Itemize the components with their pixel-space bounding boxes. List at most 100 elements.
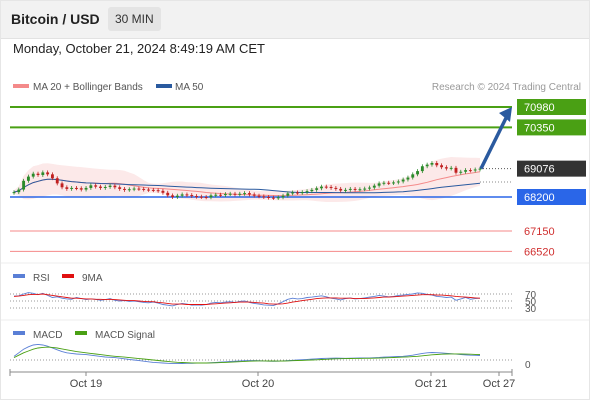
candle-body [12, 192, 16, 194]
candle-body [219, 194, 223, 196]
candle-body [372, 185, 376, 188]
candle-body [334, 187, 338, 189]
credit-text: Research © 2024 Trading Central [432, 82, 581, 93]
rsi-tick-label: 50 [525, 297, 537, 308]
candle-body [425, 164, 429, 167]
candle-body [454, 167, 458, 173]
legend-rsi-ma-label: 9MA [82, 273, 103, 284]
candle-body [382, 182, 386, 184]
candle-body [387, 182, 391, 184]
candle-body [449, 167, 453, 169]
candle-body [113, 185, 117, 188]
candle-body [305, 191, 309, 193]
legend-macd-swatch [13, 331, 25, 335]
header-bar: Bitcoin / USD 30 MIN [0, 0, 590, 39]
candle-body [75, 187, 78, 189]
candle-body [267, 197, 271, 198]
candle-body [348, 188, 352, 190]
candle-body [286, 193, 290, 196]
support-label: 67150 [524, 226, 555, 238]
bollinger-band [14, 157, 480, 202]
candle-body [36, 173, 40, 175]
candle-body [440, 165, 444, 168]
candle-body [368, 187, 371, 189]
candle-body [26, 176, 30, 181]
candle-body [430, 163, 434, 165]
candle-body [276, 197, 280, 199]
candle-body [377, 183, 381, 186]
candle-body [406, 177, 410, 180]
candle-body [281, 195, 285, 198]
candle-body [175, 195, 179, 197]
interval-button[interactable]: 30 MIN [108, 7, 161, 31]
resistance-label-box [517, 99, 586, 115]
candle-body [41, 172, 45, 175]
candle-body [22, 180, 26, 190]
target-arrow-shaft [479, 115, 509, 170]
candle-body [339, 188, 343, 191]
candle-body [89, 185, 93, 188]
candle-body [209, 195, 213, 198]
candle-body [420, 166, 424, 172]
candle-body [142, 188, 146, 190]
candle-body [358, 189, 362, 191]
last-price-box [517, 160, 586, 177]
candle-body [416, 171, 419, 175]
legend-rsi-swatch [13, 274, 25, 278]
candle-body [137, 188, 141, 190]
candle-body [46, 172, 50, 175]
rsi-line [13, 292, 481, 307]
candle-body [252, 194, 256, 196]
candle-body [363, 188, 367, 190]
candle-body [171, 195, 174, 197]
candle-body [257, 195, 261, 197]
rsi-tick-label: 30 [525, 304, 537, 315]
rsi-tick-label: 70 [525, 290, 537, 301]
candle-body [396, 181, 400, 183]
candle-body [468, 170, 472, 172]
candle-body [151, 189, 155, 191]
candle-body [411, 174, 415, 178]
timestamp: Monday, October 21, 2024 8:49:19 AM CET [13, 41, 265, 56]
candle-body [156, 190, 160, 192]
candle-body [214, 194, 218, 196]
candle-body [392, 182, 395, 184]
rsi-ma-line [13, 293, 481, 305]
pivot-label-box [517, 189, 586, 205]
legend-ma50-label: MA 50 [175, 82, 204, 93]
legend-rsi-label: RSI [33, 273, 50, 284]
last-price-label: 69076 [524, 164, 555, 176]
candle-body [247, 193, 251, 195]
candle-body [147, 189, 150, 191]
candle-body [180, 194, 184, 196]
instrument-title: Bitcoin / USD [11, 11, 100, 27]
candle-body [223, 194, 227, 196]
resistance-label-box [517, 119, 586, 136]
macd-signal-line [13, 346, 481, 364]
x-tick-label: Oct 27 [483, 378, 515, 390]
ma50-line [13, 178, 481, 194]
x-tick-label: Oct 21 [415, 378, 447, 390]
candle-body [70, 187, 74, 189]
candle-body [464, 170, 468, 172]
candle-body [118, 187, 122, 189]
candle-body [84, 187, 88, 190]
legend-bollinger-label: MA 20 + Bollinger Bands [33, 82, 143, 93]
candle-body [324, 186, 328, 188]
legend-rsi-ma-swatch [62, 274, 74, 278]
candle-body [271, 197, 275, 199]
candle-body [108, 185, 112, 187]
candle-body [99, 186, 102, 188]
candle-body [50, 174, 54, 179]
candle-body [233, 193, 237, 195]
legend-ma50-swatch [156, 84, 172, 88]
candle-body [204, 197, 208, 198]
legend-macd-signal-swatch [75, 331, 87, 335]
candle-body [94, 185, 98, 187]
candle-body [55, 178, 59, 184]
legend-bollinger-swatch [13, 84, 29, 88]
x-tick-label: Oct 20 [242, 378, 274, 390]
candle-body [161, 190, 165, 193]
candle-body [310, 189, 314, 192]
